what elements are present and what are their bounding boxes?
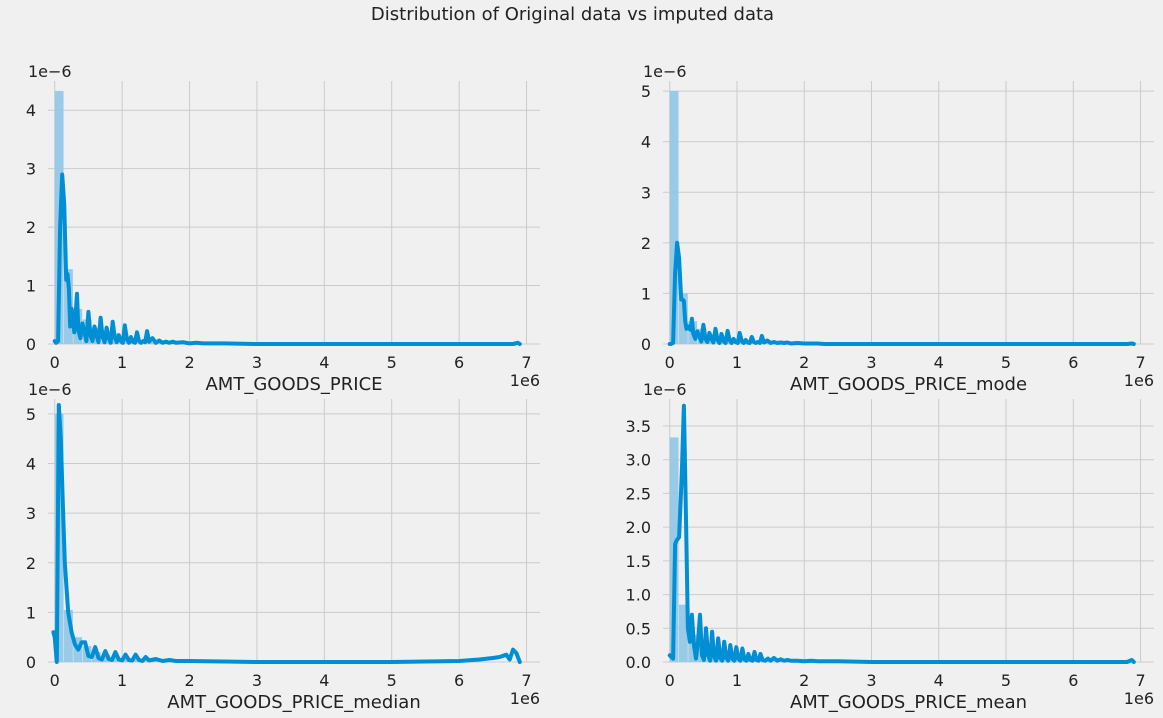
x-tick-label: 1 — [732, 671, 742, 690]
y-offset-label: 1e−6 — [28, 62, 72, 81]
y-tick-label: 3 — [641, 183, 651, 202]
histogram-bar — [64, 609, 73, 662]
x-tick-label: 3 — [866, 353, 876, 372]
y-tick-label: 0 — [26, 335, 36, 354]
x-axis-label: AMT_GOODS_PRICE_mean — [790, 692, 1027, 713]
kde-line — [52, 172, 522, 346]
y-tick-label: 5 — [26, 405, 36, 424]
x-tick-label: 7 — [1135, 671, 1145, 690]
histogram-bar — [669, 91, 679, 344]
y-tick-label: 1.5 — [626, 552, 651, 571]
y-tick-label: 1 — [641, 284, 651, 303]
x-tick-label: 5 — [1001, 671, 1011, 690]
x-axis-label: AMT_GOODS_PRICE — [205, 374, 382, 395]
y-tick-label: 4 — [26, 455, 36, 474]
x-tick-label: 2 — [184, 671, 194, 690]
kde-line — [667, 403, 1136, 664]
subplot-2: 0 1 2 3 4 5 6 70123451e−61e6AMT_GOODS_PRICE_mod… — [641, 62, 1154, 395]
x-tick-label: 4 — [319, 353, 329, 372]
y-tick-label: 0.5 — [626, 619, 651, 638]
x-tick-label: 4 — [934, 353, 944, 372]
y-tick-label: 0 — [641, 335, 651, 354]
y-tick-label: 4 — [26, 101, 36, 120]
histogram-bar — [762, 342, 772, 344]
x-tick-label: 3 — [252, 671, 262, 690]
y-offset-label: 1e−6 — [28, 380, 72, 399]
x-tick-label: 6 — [454, 353, 464, 372]
y-tick-label: 3 — [26, 160, 36, 179]
x-tick-label: 5 — [1001, 353, 1011, 372]
kde-line — [51, 403, 522, 664]
x-tick-label: 1 — [117, 353, 127, 372]
subplot-3: 0 1 2 3 4 5 6 7 0 1 2 3 4 5 1e−6 1e6 AMT_GOODS_PRICE_med… — [26, 380, 540, 713]
x-tick-label: 1 — [732, 353, 742, 372]
figure-title: Distribution of Original data vs imputed… — [370, 4, 775, 25]
x-tick-label: 2 — [799, 353, 809, 372]
histogram-bar — [101, 654, 111, 662]
y-tick-label: 0 — [26, 653, 36, 672]
y-tick-label: 1 — [26, 603, 36, 622]
x-tick-label: 0 — [665, 353, 675, 372]
x-offset-label: 1e6 — [510, 371, 540, 390]
x-tick-label: 6 — [1068, 353, 1078, 372]
x-tick-label: 4 — [319, 671, 329, 690]
y-tick-label: 2.5 — [626, 484, 651, 503]
x-tick-label: 2 — [799, 671, 809, 690]
y-tick-label: 0.0 — [626, 653, 651, 672]
y-tick-label: 1 — [26, 277, 36, 296]
histogram-bar — [110, 656, 120, 662]
subplot-4: 0 1 2 3 4 5 6 7 0.0 0.5 1.0 1.5 2.0 2.5 3.0 3.5 1e−6 1e6 A… — [626, 380, 1154, 713]
x-offset-label: 1e6 — [1124, 689, 1154, 708]
x-tick-label: 2 — [184, 353, 194, 372]
x-axis-label: AMT_GOODS_PRICE_mode — [790, 374, 1027, 395]
y-tick-label: 2 — [26, 554, 36, 573]
x-tick-label: 3 — [866, 671, 876, 690]
x-offset-label: 1e6 — [1124, 371, 1154, 390]
y-tick-label: 3 — [26, 504, 36, 523]
y-tick-label: 3.0 — [626, 451, 651, 470]
y-tick-label: 2 — [26, 218, 36, 237]
x-tick-label: 6 — [1068, 671, 1078, 690]
y-tick-label: 3.5 — [626, 417, 651, 436]
subplot-1: 0 1 2 3 4 5 6 7 0 1 2 3 4 1e−6 1e6 AMT_GOODS_PRICE — [26, 62, 540, 395]
x-tick-label: 5 — [387, 671, 397, 690]
y-tick-label: 5 — [641, 82, 651, 101]
x-tick-label: 0 — [50, 671, 60, 690]
y-tick-label: 2 — [641, 234, 651, 253]
y-offset-label: 1e−6 — [643, 62, 687, 81]
histogram-bar — [147, 342, 157, 344]
x-tick-label: 0 — [50, 353, 60, 372]
x-tick-label: 3 — [252, 353, 262, 372]
x-tick-label: 7 — [521, 671, 531, 690]
kde-line — [667, 240, 1136, 346]
histogram-bar — [679, 604, 688, 662]
y-tick-label: 1.0 — [626, 586, 651, 605]
x-tick-label: 5 — [387, 353, 397, 372]
x-tick-label: 4 — [934, 671, 944, 690]
y-tick-label: 2.0 — [626, 518, 651, 537]
x-tick-label: 6 — [454, 671, 464, 690]
y-tick-label: 4 — [641, 133, 651, 152]
x-tick-label: 1 — [117, 671, 127, 690]
x-tick-label: 0 — [665, 671, 675, 690]
x-tick-label: 7 — [1135, 353, 1145, 372]
x-axis-label: AMT_GOODS_PRICE_median — [167, 692, 421, 713]
x-offset-label: 1e6 — [510, 689, 540, 708]
y-offset-label: 1e−6 — [643, 380, 687, 399]
x-tick-label: 7 — [521, 353, 531, 372]
